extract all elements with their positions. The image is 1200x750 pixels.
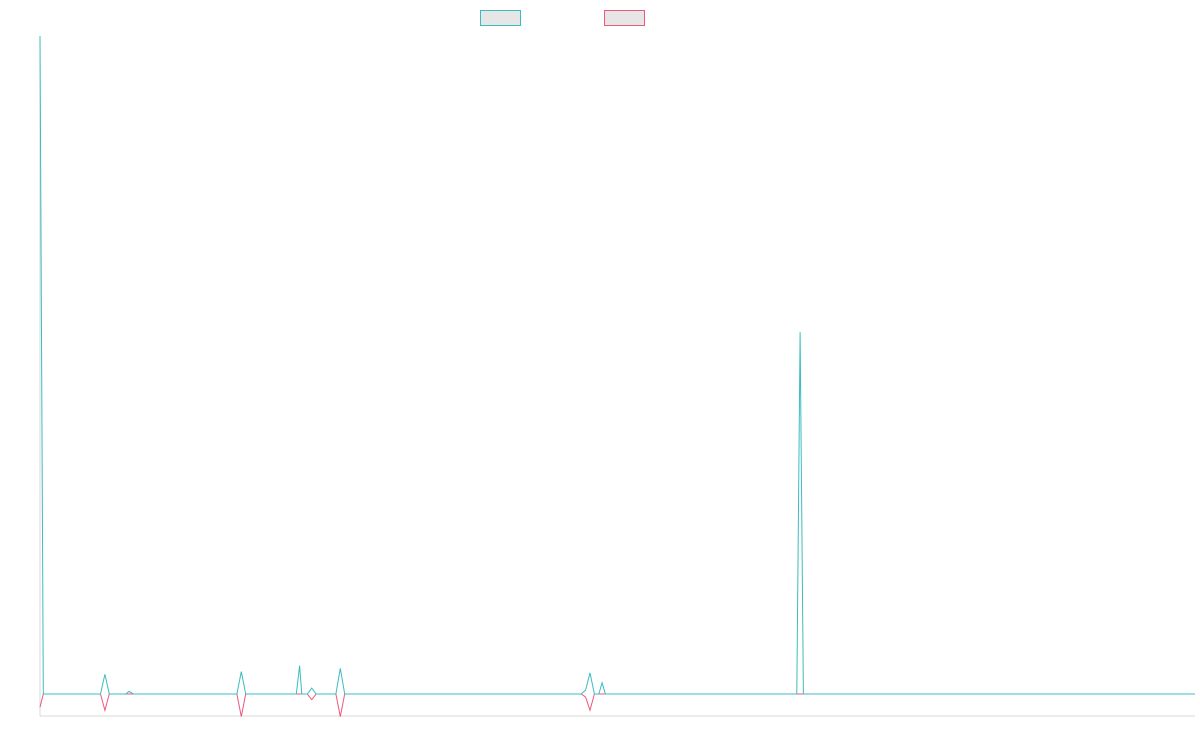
series-line-1 — [39, 35, 1195, 695]
legend-swatch-1[interactable] — [480, 10, 521, 26]
series-line-2 — [39, 693, 1195, 717]
legend-swatch-2[interactable] — [604, 10, 645, 26]
